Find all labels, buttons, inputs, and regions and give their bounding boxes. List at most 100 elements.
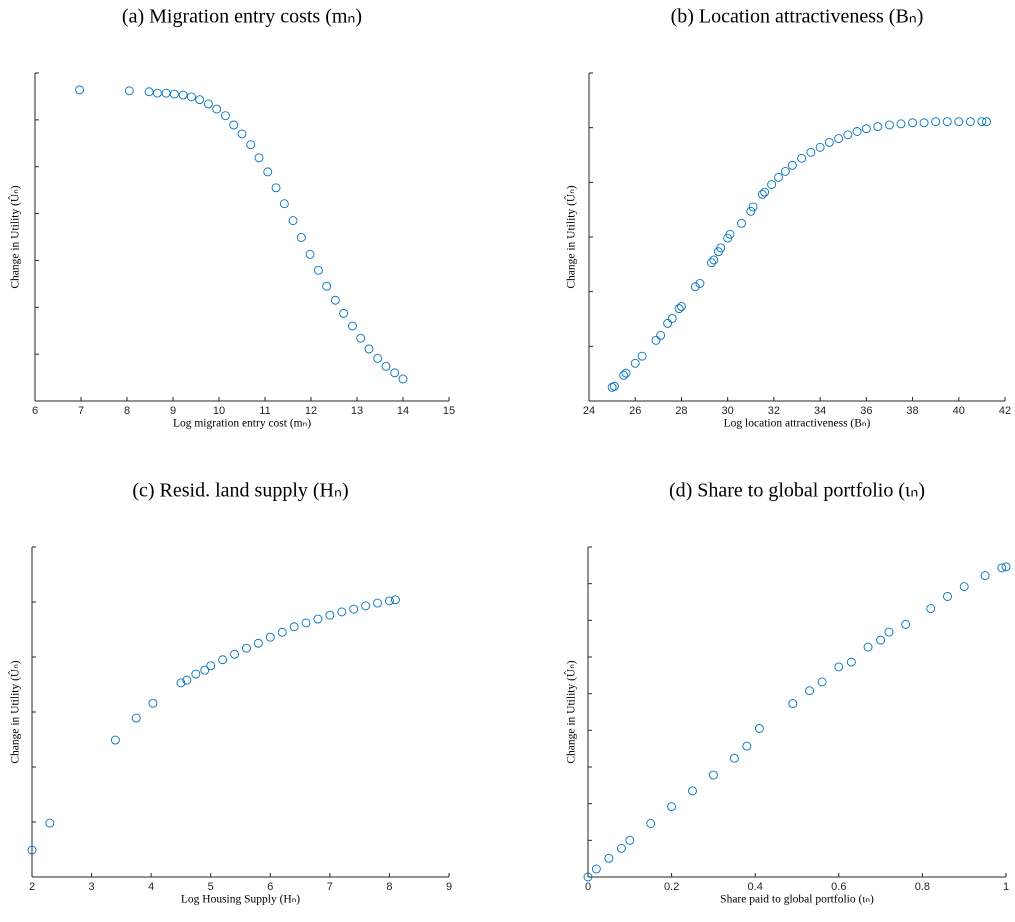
scatter-point	[896, 119, 906, 129]
x-tick-label: 32	[768, 405, 780, 417]
x-tick-label: 9	[446, 881, 452, 893]
scatter-point	[390, 368, 400, 378]
scatter-point	[674, 304, 684, 314]
scatter-point	[607, 382, 617, 392]
scatter-point	[161, 88, 171, 98]
x-tick-label: 2	[29, 881, 35, 893]
chart-title: (a) Migration entry costs (mₙ)	[122, 6, 362, 28]
scatter-point	[797, 153, 807, 163]
scatter-point	[824, 137, 834, 147]
scatter-point	[746, 206, 756, 216]
scatter-point	[246, 140, 256, 150]
scatter-point	[908, 118, 918, 128]
scatter-point	[271, 183, 281, 193]
scatter-point	[729, 753, 739, 763]
scatter-point	[788, 699, 798, 709]
chart-title: (c) Resid. land supply (Hₙ)	[132, 480, 348, 502]
scatter-point	[980, 571, 990, 581]
scatter-point	[373, 353, 383, 363]
scatter-point	[834, 134, 844, 144]
scatter-point	[959, 582, 969, 592]
scatter-point	[390, 595, 400, 605]
scatter-point	[834, 662, 844, 672]
x-tick-label: 5	[208, 881, 214, 893]
scatter-point	[873, 122, 883, 132]
x-tick-label: 9	[170, 405, 176, 417]
scatter-point	[242, 643, 251, 653]
scatter-point	[667, 802, 677, 812]
scatter-point	[656, 330, 666, 340]
scatter-point	[253, 638, 263, 648]
x-tick-label: 6	[267, 881, 273, 893]
scatter-point	[195, 95, 205, 105]
scatter-point	[75, 85, 85, 95]
scatter-point	[203, 99, 213, 109]
x-tick-label: 11	[259, 405, 270, 417]
scatter-point	[767, 180, 777, 189]
scatter-point	[863, 642, 873, 652]
scatter-point	[667, 314, 677, 323]
scatter-point	[651, 335, 661, 345]
scatter-point	[591, 864, 601, 874]
scatter-point	[131, 713, 141, 723]
scatter-point	[176, 678, 186, 688]
scatter-point	[347, 321, 357, 331]
scatter-point	[398, 374, 408, 384]
scatter-point	[322, 281, 332, 291]
chart-title: (b) Location attractiveness (Bₙ)	[671, 6, 924, 28]
scatter-point	[361, 601, 371, 611]
scatter-point	[206, 661, 216, 671]
x-tick-label: 42	[999, 405, 1011, 417]
x-tick-label: 24	[583, 405, 595, 417]
x-tick-label: 12	[305, 405, 317, 417]
x-axis-label: Log location attractiveness (Bₙ)	[724, 418, 871, 430]
scatter-point	[742, 741, 752, 751]
scatter-point	[169, 89, 179, 99]
scatter-point	[182, 675, 192, 685]
x-tick-label: 6	[32, 405, 38, 417]
scatter-point	[982, 117, 991, 127]
scatter-point	[384, 596, 394, 606]
scatter-point	[218, 655, 228, 665]
x-tick-label: 0.2	[664, 881, 679, 893]
scatter-point	[301, 618, 311, 628]
scatter-point	[296, 233, 306, 242]
scatter-point	[1001, 562, 1011, 572]
scatter-point	[229, 120, 239, 130]
scatter-point	[787, 160, 797, 170]
scatter-point	[690, 282, 700, 292]
scatter-point	[583, 872, 593, 882]
scatter-point	[965, 117, 975, 127]
scatter-point	[725, 229, 735, 239]
x-tick-label: 26	[629, 405, 641, 417]
scatter-point	[263, 167, 273, 177]
chart-title: (d) Share to global portfolio (ιₙ)	[669, 480, 925, 502]
scatter-point	[630, 358, 640, 368]
x-tick-label: 1	[1003, 881, 1009, 893]
x-axis-label: Share paid to global portfolio (ιₙ)	[720, 894, 874, 906]
scatter-point	[861, 124, 871, 134]
scatter-point	[110, 735, 120, 745]
scatter-point	[313, 265, 323, 275]
scatter-point	[817, 677, 827, 687]
scatter-point	[265, 632, 275, 642]
scatter-point	[325, 610, 335, 620]
scatter-point	[805, 686, 814, 696]
scatter-point	[237, 129, 247, 139]
scatter-point	[186, 92, 196, 102]
scatter-point	[200, 665, 210, 675]
scatter-point	[737, 218, 746, 228]
scatter-point	[708, 770, 718, 780]
x-tick-label: 0	[585, 881, 591, 893]
x-tick-label: 15	[443, 405, 455, 417]
scatter-point	[178, 90, 188, 100]
x-tick-label: 28	[675, 405, 687, 417]
scatter-point	[609, 381, 619, 391]
scatter-point	[288, 216, 298, 226]
scatter-point	[616, 843, 626, 853]
scatter-point	[926, 604, 936, 614]
x-tick-label: 7	[78, 405, 84, 417]
scatter-point	[152, 88, 162, 98]
x-tick-label: 14	[397, 405, 409, 417]
